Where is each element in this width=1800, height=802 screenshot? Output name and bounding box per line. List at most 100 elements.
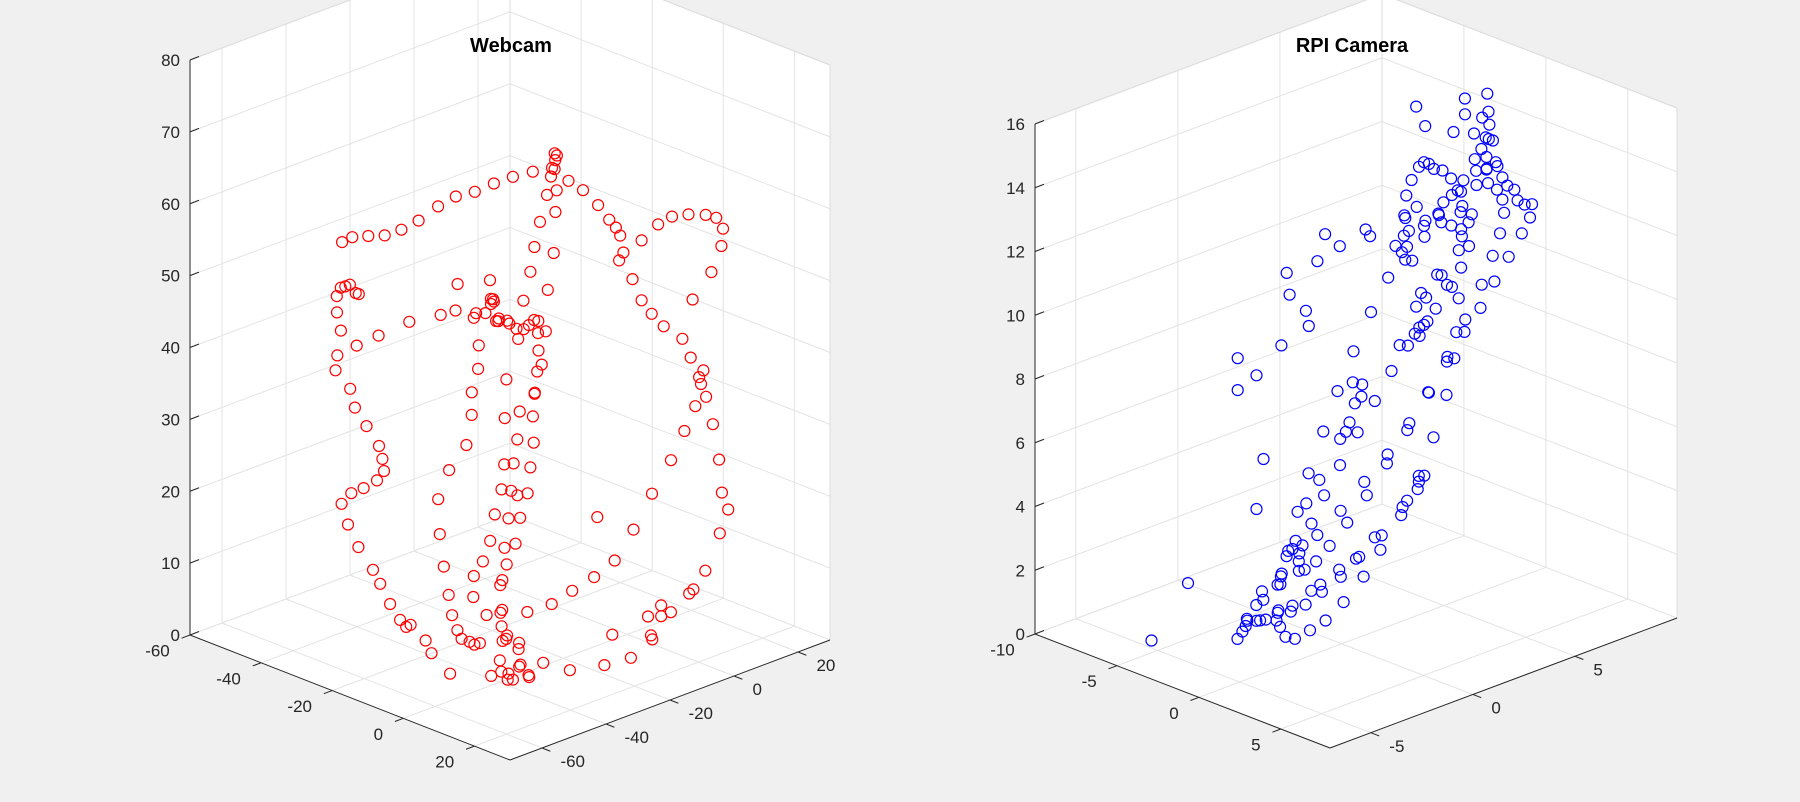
data-point: [1427, 162, 1441, 175]
data-point: [1515, 227, 1528, 240]
data-point: [1319, 614, 1332, 627]
data-point: [1400, 494, 1414, 507]
data-point: [419, 634, 432, 647]
scatter-series: [329, 147, 735, 686]
data-point: [376, 452, 389, 465]
data-point: [591, 510, 604, 524]
data-point: [687, 583, 700, 596]
y-tick-label: 0: [752, 680, 761, 699]
data-point: [1419, 119, 1432, 133]
box-edge: [1396, 0, 1678, 109]
data-point: [712, 453, 726, 466]
y-tick-mark: [1370, 732, 1380, 737]
data-point: [512, 332, 525, 345]
data-point: [1302, 467, 1315, 480]
data-point: [1419, 214, 1432, 227]
data-point: [1403, 417, 1416, 430]
z-tick-mark: [189, 199, 200, 205]
data-point: [1410, 300, 1423, 313]
z-tick-mark: [1034, 247, 1045, 252]
data-point: [498, 458, 511, 471]
data-point: [545, 597, 558, 611]
data-point: [624, 651, 638, 664]
z-tick-mark: [1034, 502, 1045, 507]
z-tick-label: 10: [161, 554, 180, 573]
data-point: [541, 283, 554, 296]
data-point: [1317, 489, 1331, 502]
data-point: [576, 184, 590, 197]
data-point: [344, 382, 357, 395]
data-point: [1333, 240, 1346, 253]
data-point: [1145, 634, 1158, 647]
x-tick-mark: [1190, 696, 1200, 701]
data-point: [1417, 318, 1431, 331]
data-point: [1454, 223, 1468, 236]
rpi-camera-chart: RPI Camera -10 -5 0 5 -5 0 5 0 2 4 6 8 10 12 14 16: [990, 0, 1678, 756]
data-point: [1488, 275, 1501, 288]
x-tick-mark: [1108, 665, 1118, 670]
data-point: [512, 636, 526, 649]
z-tick-mark: [189, 487, 200, 492]
data-point: [1337, 595, 1350, 609]
data-point: [1334, 432, 1347, 445]
data-point: [1317, 425, 1330, 438]
data-point: [1476, 111, 1489, 124]
data-point: [533, 215, 547, 228]
data-point: [507, 457, 520, 470]
y-tick-mark: [1472, 694, 1482, 699]
data-point: [360, 420, 373, 433]
data-point: [366, 563, 380, 576]
data-point: [1296, 539, 1309, 552]
data-point: [1351, 426, 1364, 439]
data-point: [494, 578, 507, 592]
data-point: [1298, 563, 1311, 576]
data-point: [1511, 194, 1524, 207]
data-point: [1421, 315, 1434, 328]
data-point: [1299, 598, 1312, 611]
data-point: [395, 223, 408, 236]
data-point: [1458, 325, 1471, 338]
data-point: [1363, 230, 1377, 243]
data-point: [517, 323, 530, 336]
data-point: [1470, 178, 1483, 192]
data-point: [1490, 183, 1504, 196]
data-point: [1334, 570, 1347, 583]
data-point: [537, 656, 550, 669]
data-point: [331, 349, 344, 362]
data-point: [641, 610, 655, 623]
data-point: [467, 590, 480, 604]
data-point: [1481, 87, 1494, 100]
data-point: [635, 234, 648, 247]
data-point: [1525, 198, 1539, 211]
z-tick-label: 10: [1006, 306, 1025, 325]
data-point: [502, 667, 515, 680]
data-point: [467, 311, 480, 324]
data-point: [432, 493, 445, 506]
data-point: [566, 584, 579, 597]
data-point: [1299, 304, 1313, 317]
data-point: [1452, 244, 1465, 257]
data-point: [715, 486, 729, 499]
z-tick-label: 40: [161, 339, 180, 358]
data-point: [341, 518, 355, 531]
y-tick-mark: [541, 747, 551, 752]
data-point: [1239, 619, 1252, 633]
axes: -60 -40 -20 0 20 -60 -40 -20 0 20 0 10 20 30 40 50 60 70 8…: [145, 51, 835, 772]
data-point: [1250, 614, 1263, 627]
data-point: [526, 410, 540, 423]
data-point: [699, 564, 712, 577]
data-point: [1454, 206, 1467, 219]
data-point: [1418, 230, 1431, 243]
data-point: [1436, 164, 1449, 177]
back-right-pane: [1382, 0, 1677, 618]
data-point: [1253, 614, 1267, 627]
data-point: [1283, 288, 1296, 301]
z-tick-label: 50: [161, 267, 180, 286]
x-tick-mark: [1272, 728, 1282, 733]
data-point: [1462, 240, 1476, 253]
data-point: [378, 229, 391, 242]
data-point: [705, 266, 718, 279]
data-point: [476, 555, 489, 568]
data-point: [540, 188, 554, 201]
data-point: [1257, 452, 1270, 466]
